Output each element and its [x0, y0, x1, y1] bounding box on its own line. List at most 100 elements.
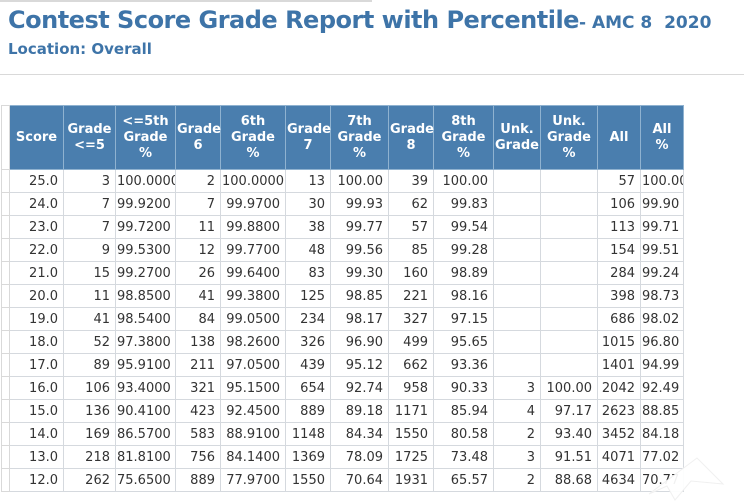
table-row: 14.0 169 86.5700 583 88.9100 1148 84.34 1550 80.…: [1, 422, 684, 446]
table-cell: 99.30: [330, 261, 389, 285]
table-cell: 97.0500: [220, 353, 286, 377]
table-cell: 94.99: [640, 353, 684, 377]
table-cell: 81.8100: [115, 445, 176, 469]
table-cell: 4071: [597, 445, 641, 469]
table-cell: 221: [388, 284, 434, 308]
table-row: 17.0 89 95.9100 211 97.0500 439 95.12 662 93.36 1…: [1, 353, 684, 377]
table-cell: 234: [285, 307, 331, 331]
gutter-cell: [1, 353, 10, 377]
gutter-cell: [1, 445, 10, 469]
table-cell: 83: [285, 261, 331, 285]
table-cell: 73.48: [433, 445, 494, 469]
table-cell: 138: [175, 330, 221, 354]
table-cell: 99.9700: [220, 192, 286, 216]
table-cell: 99.93: [330, 192, 389, 216]
table-row: 16.0 106 93.4000 321 95.1500 654 92.74 958 90.33…: [1, 376, 684, 400]
table-cell: 97.17: [540, 399, 598, 423]
table-cell: 57: [388, 215, 434, 239]
header-divider: [0, 74, 744, 75]
table-cell: 96.80: [640, 330, 684, 354]
column-header: Score: [9, 105, 64, 170]
table-cell: 262: [63, 468, 116, 492]
table-cell: [493, 192, 541, 216]
table-cell: 889: [285, 399, 331, 423]
table-cell: 93.40: [540, 422, 598, 446]
table-row: 20.0 11 98.8500 41 99.3800 125 98.85 221 98.16 39…: [1, 284, 684, 308]
table-cell: 99.54: [433, 215, 494, 239]
table-row: 24.0 7 99.9200 7 99.9700 30 99.93 62 99.83 106 99.…: [1, 192, 684, 216]
table-cell: 100.00: [330, 169, 389, 193]
report-header: Contest Score Grade Report with Percenti…: [8, 6, 711, 58]
table-cell: 1015: [597, 330, 641, 354]
table-cell: 98.73: [640, 284, 684, 308]
table-cell: [540, 238, 598, 262]
table-cell: 30: [285, 192, 331, 216]
table-cell: 99.24: [640, 261, 684, 285]
table-cell: 85.94: [433, 399, 494, 423]
table-cell: 13: [285, 169, 331, 193]
table-cell: 2: [493, 468, 541, 492]
column-header: All: [597, 105, 641, 170]
table-cell: 80.58: [433, 422, 494, 446]
table-cell: 70.77: [640, 468, 684, 492]
table-cell: 12.0: [9, 468, 64, 492]
gutter-cell: [1, 376, 10, 400]
table-cell: 99.51: [640, 238, 684, 262]
table-cell: 1550: [388, 422, 434, 446]
table-cell: 57: [597, 169, 641, 193]
table-cell: 154: [597, 238, 641, 262]
page-title-suffix: - AMC 8 2020: [578, 13, 712, 33]
table-cell: 23.0: [9, 215, 64, 239]
table-cell: 211: [175, 353, 221, 377]
table-cell: 125: [285, 284, 331, 308]
table-cell: [493, 238, 541, 262]
table-cell: 98.8500: [115, 284, 176, 308]
table-cell: 98.2600: [220, 330, 286, 354]
table-cell: [540, 192, 598, 216]
table-cell: 3: [63, 169, 116, 193]
table-cell: 86.5700: [115, 422, 176, 446]
table-row: 19.0 41 98.5400 84 99.0500 234 98.17 327 97.15 68…: [1, 307, 684, 331]
table-cell: 423: [175, 399, 221, 423]
table-cell: 3: [493, 445, 541, 469]
table-cell: [540, 330, 598, 354]
table-cell: 99.56: [330, 238, 389, 262]
table-cell: 7: [63, 215, 116, 239]
table-cell: 583: [175, 422, 221, 446]
table-cell: 99.5300: [115, 238, 176, 262]
table-cell: 92.4500: [220, 399, 286, 423]
table-cell: 13.0: [9, 445, 64, 469]
table-cell: [493, 215, 541, 239]
column-header: 8th Grade %: [433, 105, 494, 170]
table-cell: 88.68: [540, 468, 598, 492]
gutter-cell: [1, 468, 10, 492]
table-cell: 96.90: [330, 330, 389, 354]
table-cell: [540, 215, 598, 239]
table-cell: 326: [285, 330, 331, 354]
table-cell: 98.17: [330, 307, 389, 331]
table-row: 21.0 15 99.2700 26 99.6400 83 99.30 160 98.89 284…: [1, 261, 684, 285]
gutter-cell: [1, 238, 10, 262]
table-cell: 26: [175, 261, 221, 285]
gutter-cell: [1, 399, 10, 423]
table-cell: 16.0: [9, 376, 64, 400]
table-cell: 11: [63, 284, 116, 308]
table-cell: 1369: [285, 445, 331, 469]
table-cell: 99.8800: [220, 215, 286, 239]
table-cell: 90.4100: [115, 399, 176, 423]
table-cell: 98.16: [433, 284, 494, 308]
table-cell: [493, 284, 541, 308]
table-cell: 106: [597, 192, 641, 216]
table-cell: 38: [285, 215, 331, 239]
table-cell: 2: [493, 422, 541, 446]
table-cell: 99.3800: [220, 284, 286, 308]
table-cell: 99.2700: [115, 261, 176, 285]
gutter-header-cell: [1, 105, 10, 170]
table-cell: 98.02: [640, 307, 684, 331]
table-cell: 7: [63, 192, 116, 216]
table-cell: 99.0500: [220, 307, 286, 331]
table-cell: 98.89: [433, 261, 494, 285]
table-cell: 327: [388, 307, 434, 331]
table-cell: 19.0: [9, 307, 64, 331]
table-cell: [493, 169, 541, 193]
